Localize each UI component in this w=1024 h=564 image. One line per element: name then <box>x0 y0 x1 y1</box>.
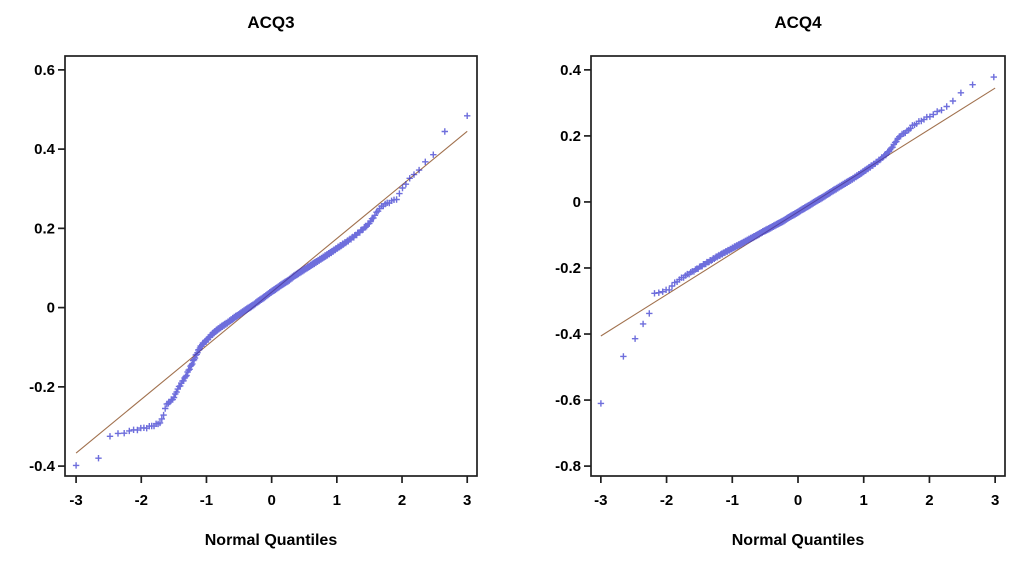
y-tick-label: 0.4 <box>560 62 582 79</box>
qq-plus-markers <box>597 73 997 407</box>
plot-acq3: ACQ3 -3 -2 -1 0 1 2 3 0.6 0.4 0.2 0 -0.2 -0.4 Normal… <box>29 13 478 549</box>
x-tick-label: -3 <box>594 492 607 509</box>
y-tick-label: -0.6 <box>555 392 581 409</box>
data-points <box>72 112 471 469</box>
x-tick-label: 0 <box>794 492 802 509</box>
qq-plus-markers <box>72 112 471 469</box>
y-tick-label: -0.2 <box>555 260 581 277</box>
y-tick-label: 0.2 <box>34 220 55 237</box>
x-tick-label: 1 <box>860 492 868 509</box>
x-tick-label: -2 <box>660 492 673 509</box>
x-axis-label-acq4: Normal Quantiles <box>732 532 865 549</box>
plot-area-acq4: -3 -2 -1 0 1 2 3 0.4 0.2 0 -0.2 -0.4 -0.6 -0.8 <box>555 55 1006 509</box>
y-tick-label: 0 <box>47 300 55 317</box>
y-tick-label: -0.4 <box>29 458 56 475</box>
x-tick-label: -1 <box>726 492 739 509</box>
x-tick-label: 3 <box>463 492 471 509</box>
x-tick-label: 1 <box>333 492 341 509</box>
y-tick-label: -0.8 <box>555 458 581 475</box>
x-axis-label-acq3: Normal Quantiles <box>205 532 338 549</box>
y-tick-label: 0 <box>573 194 581 211</box>
x-tick-label: -1 <box>200 492 213 509</box>
x-tick-label: 0 <box>267 492 275 509</box>
y-tick-label: 0.4 <box>34 141 56 158</box>
y-tick-label: 0.2 <box>560 128 581 145</box>
x-tick-label: -2 <box>135 492 148 509</box>
x-tick-label: -3 <box>69 492 82 509</box>
plot-title-acq4: ACQ4 <box>774 13 822 32</box>
y-tick-label: -0.2 <box>29 379 55 396</box>
x-tick-label: 2 <box>398 492 406 509</box>
plot-frame <box>64 55 478 477</box>
x-tick-label: 2 <box>925 492 933 509</box>
plot-title-acq3: ACQ3 <box>247 13 294 32</box>
x-tick-label: 3 <box>991 492 999 509</box>
plot-area-acq3: -3 -2 -1 0 1 2 3 0.6 0.4 0.2 0 -0.2 -0.4 <box>29 55 478 509</box>
plot-frame <box>590 55 1006 477</box>
y-tick-label: -0.4 <box>555 326 582 343</box>
y-tick-label: 0.6 <box>34 62 55 79</box>
data-points <box>597 73 997 407</box>
plot-acq4: ACQ4 -3 -2 -1 0 1 2 3 0.4 0.2 0 -0.2 -0.4 -0.6 -0.8 N… <box>555 13 1006 549</box>
